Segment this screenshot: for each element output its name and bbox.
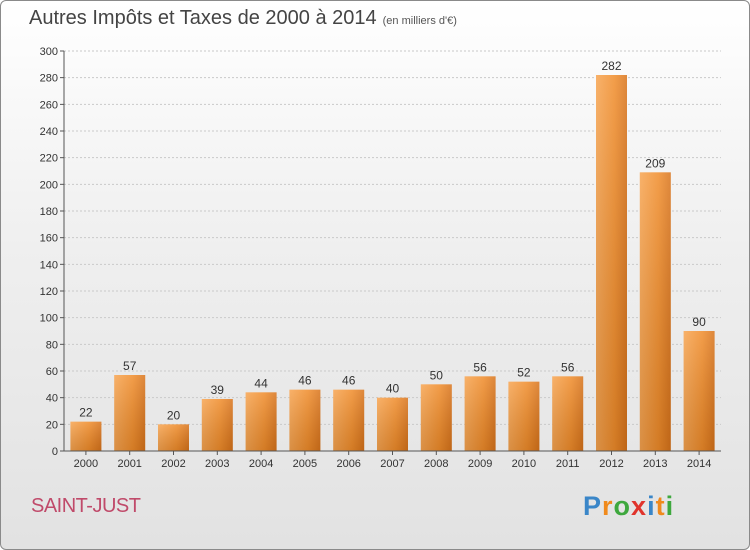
- bar-shade-2014: [683, 331, 715, 451]
- y-tick-label: 240: [40, 126, 58, 138]
- x-tick-label-2007: 2007: [380, 458, 404, 470]
- bar-shade-2006: [333, 389, 365, 451]
- value-label-2013: 209: [645, 156, 665, 170]
- x-tick-label-2001: 2001: [117, 458, 141, 470]
- x-tick-label-2006: 2006: [336, 458, 360, 470]
- logo-letter: i: [647, 491, 656, 521]
- value-label-2003: 39: [211, 383, 225, 397]
- y-tick-label: 220: [40, 153, 58, 165]
- bar-shade-2002: [158, 424, 189, 451]
- chart-title: Autres Impôts et Taxes de 2000 à 2014 (en…: [29, 7, 457, 30]
- x-tick-label-2003: 2003: [205, 458, 229, 470]
- value-label-2010: 52: [517, 366, 531, 380]
- x-tick-label-2005: 2005: [293, 458, 317, 470]
- value-label-2009: 56: [473, 360, 487, 374]
- bar-shade-2009: [464, 376, 496, 451]
- bar-shade-2000: [70, 421, 102, 451]
- y-tick-label: 180: [40, 206, 58, 218]
- y-tick-label: 80: [46, 339, 58, 351]
- axis-layer: 0204060801001201401601802002202402602803…: [40, 46, 721, 470]
- y-tick-label: 40: [46, 393, 58, 405]
- y-tick-label: 60: [46, 366, 58, 378]
- x-tick-label-2004: 2004: [249, 458, 273, 470]
- value-label-2000: 22: [79, 406, 93, 420]
- bar-shade-2003: [201, 399, 233, 451]
- x-tick-label-2002: 2002: [161, 458, 185, 470]
- bar-shade-2013: [639, 172, 671, 452]
- y-tick-label: 260: [40, 99, 58, 111]
- bar-layer: 22 57 20 39 44 46 46 40 50 56 52 56 282 209 90: [70, 59, 715, 452]
- logo-letter: x: [631, 491, 648, 521]
- bar-shade-2012: [596, 75, 627, 451]
- proxiti-logo: Proxiti: [583, 491, 674, 522]
- y-tick-label: 140: [40, 259, 58, 271]
- x-tick-label-2009: 2009: [468, 458, 492, 470]
- value-label-2011: 56: [561, 360, 575, 374]
- value-label-2006: 46: [342, 374, 356, 388]
- value-label-2008: 50: [430, 368, 444, 382]
- commune-name: SAINT-JUST: [31, 495, 141, 517]
- y-tick-label: 160: [40, 233, 58, 245]
- bar-shade-2001: [114, 375, 146, 451]
- logo-letter: P: [583, 491, 603, 521]
- bar-shade-2007: [377, 397, 408, 451]
- y-tick-label: 0: [52, 446, 58, 458]
- bar-shade-2004: [245, 392, 277, 451]
- x-tick-label-2008: 2008: [424, 458, 448, 470]
- x-tick-label-2014: 2014: [687, 458, 711, 470]
- bar-shade-2005: [289, 389, 321, 451]
- bar-shade-2011: [552, 376, 584, 451]
- y-tick-label: 280: [40, 73, 58, 85]
- y-tick-label: 100: [40, 313, 58, 325]
- y-tick-label: 120: [40, 286, 58, 298]
- value-label-2014: 90: [692, 315, 706, 329]
- value-label-2007: 40: [386, 382, 400, 396]
- value-label-2001: 57: [123, 359, 137, 373]
- y-tick-label: 200: [40, 179, 58, 191]
- unit-note: (en milliers d'€): [382, 15, 457, 27]
- logo-letter: r: [602, 491, 614, 521]
- x-tick-label-2000: 2000: [74, 458, 98, 470]
- value-label-2002: 20: [167, 408, 181, 422]
- x-tick-label-2010: 2010: [512, 458, 536, 470]
- value-label-2004: 44: [254, 376, 268, 390]
- y-tick-label: 20: [46, 419, 58, 431]
- bar-shade-2010: [508, 381, 540, 451]
- x-tick-label-2011: 2011: [556, 458, 580, 470]
- x-tick-label-2012: 2012: [599, 458, 623, 470]
- bar-shade-2008: [420, 384, 452, 451]
- x-tick-label-2013: 2013: [643, 458, 667, 470]
- logo-letter: i: [665, 491, 675, 521]
- value-label-2012: 282: [601, 59, 621, 73]
- y-tick-label: 300: [40, 46, 58, 58]
- chart-title-text: Autres Impôts et Taxes de 2000 à 2014: [29, 7, 377, 29]
- logo-letter: o: [613, 491, 632, 521]
- value-label-2005: 46: [298, 374, 312, 388]
- logo-letter: t: [655, 491, 666, 521]
